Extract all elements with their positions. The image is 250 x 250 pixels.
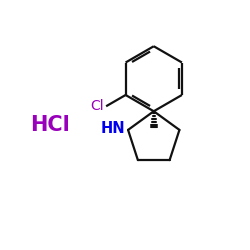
Text: HN: HN xyxy=(101,121,126,136)
Text: Cl: Cl xyxy=(90,99,104,113)
Text: HCl: HCl xyxy=(30,115,70,135)
